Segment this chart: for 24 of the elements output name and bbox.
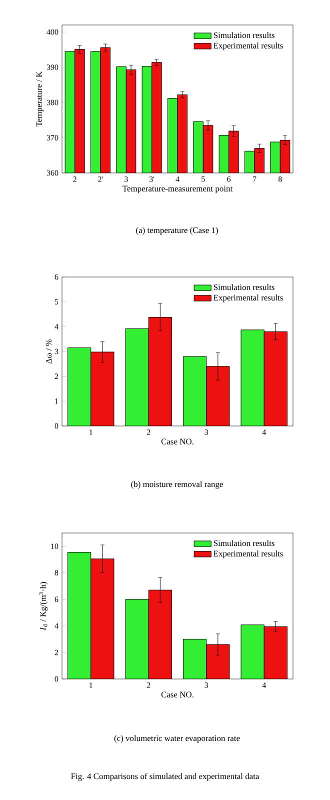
legend-label: Simulation results <box>214 540 274 546</box>
bar <box>125 599 149 679</box>
bar <box>148 316 172 426</box>
legend-label: Experimental results <box>214 294 283 302</box>
legend-label: Experimental results <box>214 550 283 558</box>
legend-label: Simulation results <box>214 32 274 38</box>
bar <box>206 366 230 426</box>
y-axis-title: I$_{d}$ / Kg/(m$^{3}$·h) <box>39 582 48 630</box>
legend-label: Experimental results <box>214 42 283 50</box>
x-axis-title: Case NO. <box>161 438 194 444</box>
bar <box>183 638 207 679</box>
text: (b) moisture removal range <box>131 481 223 489</box>
caption: Fig. 4 Comparisons of simulated and experimental data <box>71 773 260 781</box>
bar <box>264 331 288 426</box>
legend-label: Simulation results <box>214 284 274 290</box>
x-axis-title: Temperature-measurement point <box>122 186 233 194</box>
text: (c) volumetric water evaporation rate <box>114 735 240 743</box>
y-axis-title: Δω / % <box>46 339 52 364</box>
text: (a) temperature (Case 1) <box>136 227 218 235</box>
bar <box>68 552 92 679</box>
x-axis-title: Case NO. <box>161 692 194 698</box>
y-axis-title: Temperature / K <box>36 71 44 127</box>
bar <box>90 352 114 426</box>
bar <box>240 624 264 679</box>
